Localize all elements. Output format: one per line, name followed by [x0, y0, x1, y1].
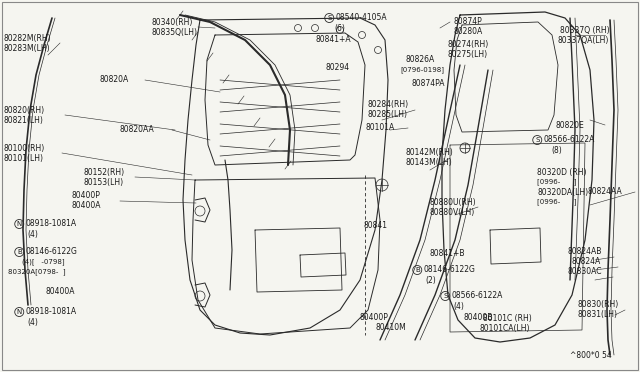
Text: 80320A[0798-  ]: 80320A[0798- ] — [8, 269, 66, 275]
Text: (2): (2) — [425, 276, 436, 285]
Text: 80101C (RH): 80101C (RH) — [483, 314, 532, 323]
Text: 80400B: 80400B — [463, 314, 492, 323]
Text: 08566-6122A: 08566-6122A — [451, 292, 502, 301]
Text: (6): (6) — [334, 23, 345, 32]
Text: 80400P: 80400P — [360, 314, 389, 323]
Text: 80874PA: 80874PA — [412, 78, 445, 87]
Text: 08540-4105A: 08540-4105A — [335, 13, 387, 22]
Text: 80294: 80294 — [325, 64, 349, 73]
Text: 80340(RH): 80340(RH) — [152, 17, 193, 26]
Text: 80400P: 80400P — [72, 192, 101, 201]
Text: 08918-1081A: 08918-1081A — [25, 308, 76, 317]
Text: (4)[   -0798]: (4)[ -0798] — [22, 259, 65, 265]
Text: 80400A: 80400A — [72, 202, 102, 211]
Text: 80101CA(LH): 80101CA(LH) — [480, 324, 531, 333]
Text: 80820A: 80820A — [100, 76, 129, 84]
Text: 80284(RH): 80284(RH) — [368, 100, 409, 109]
Text: N: N — [17, 309, 22, 315]
Text: 80101(LH): 80101(LH) — [3, 154, 43, 163]
Text: 80820AA: 80820AA — [120, 125, 155, 135]
Text: 80142M(RH): 80142M(RH) — [406, 148, 454, 157]
Text: 80880U(RH): 80880U(RH) — [430, 198, 477, 206]
Text: B: B — [415, 267, 420, 273]
Text: S: S — [535, 137, 540, 143]
Text: 80152(RH): 80152(RH) — [83, 167, 124, 176]
Text: 80337Q (RH): 80337Q (RH) — [560, 26, 610, 35]
Text: 80274(RH): 80274(RH) — [448, 39, 489, 48]
Text: (4): (4) — [27, 317, 38, 327]
Text: 80841+A: 80841+A — [316, 35, 351, 45]
Text: (4): (4) — [27, 230, 38, 238]
Text: B: B — [17, 249, 22, 255]
Text: (4): (4) — [453, 301, 464, 311]
Text: 80841: 80841 — [363, 221, 387, 231]
Text: 80874P: 80874P — [453, 17, 482, 26]
Text: 80841+B: 80841+B — [430, 250, 465, 259]
Text: 80400A: 80400A — [45, 288, 74, 296]
Text: 80283M(LH): 80283M(LH) — [3, 44, 50, 52]
Text: 08918-1081A: 08918-1081A — [25, 219, 76, 228]
Text: 80410M: 80410M — [375, 324, 406, 333]
Text: 80320D (RH): 80320D (RH) — [537, 167, 586, 176]
Text: 08146-6122G: 08146-6122G — [423, 266, 475, 275]
Text: 80337QA(LH): 80337QA(LH) — [557, 35, 609, 45]
Text: 80820(RH): 80820(RH) — [3, 106, 44, 115]
Text: 80830AC: 80830AC — [567, 267, 602, 276]
Text: 80282M(RH): 80282M(RH) — [3, 33, 51, 42]
Text: 80320DA(LH): 80320DA(LH) — [537, 187, 588, 196]
Text: 80826A: 80826A — [406, 55, 435, 64]
Text: 80820E: 80820E — [555, 121, 584, 129]
Text: [0996-      ]: [0996- ] — [537, 199, 577, 205]
Text: (8): (8) — [551, 145, 562, 154]
Text: 08146-6122G: 08146-6122G — [25, 247, 77, 257]
Text: 80143M(LH): 80143M(LH) — [406, 158, 452, 167]
Text: 80880V(LH): 80880V(LH) — [430, 208, 476, 217]
Text: [0996-      ]: [0996- ] — [537, 179, 577, 185]
Text: N: N — [17, 221, 22, 227]
Text: 80831(LH): 80831(LH) — [577, 311, 617, 320]
Text: 80824AA: 80824AA — [588, 187, 623, 196]
Text: [0796-0198]: [0796-0198] — [400, 67, 444, 73]
Text: S: S — [327, 15, 332, 21]
Text: 80821(LH): 80821(LH) — [3, 115, 43, 125]
Text: 08566-6122A: 08566-6122A — [543, 135, 595, 144]
Text: 80830(RH): 80830(RH) — [577, 301, 618, 310]
Text: 80153(LH): 80153(LH) — [83, 177, 123, 186]
Text: 80835Q(LH): 80835Q(LH) — [152, 28, 198, 36]
Text: 80280A: 80280A — [453, 28, 483, 36]
Text: 80101A: 80101A — [365, 124, 394, 132]
Text: S: S — [443, 293, 447, 299]
Text: ^800*0 54: ^800*0 54 — [570, 350, 612, 359]
Text: 80824AB: 80824AB — [568, 247, 602, 257]
Text: 80275(LH): 80275(LH) — [448, 49, 488, 58]
Text: 80100(RH): 80100(RH) — [3, 144, 44, 153]
Text: 80285(LH): 80285(LH) — [368, 110, 408, 119]
Text: 80824A: 80824A — [572, 257, 601, 266]
